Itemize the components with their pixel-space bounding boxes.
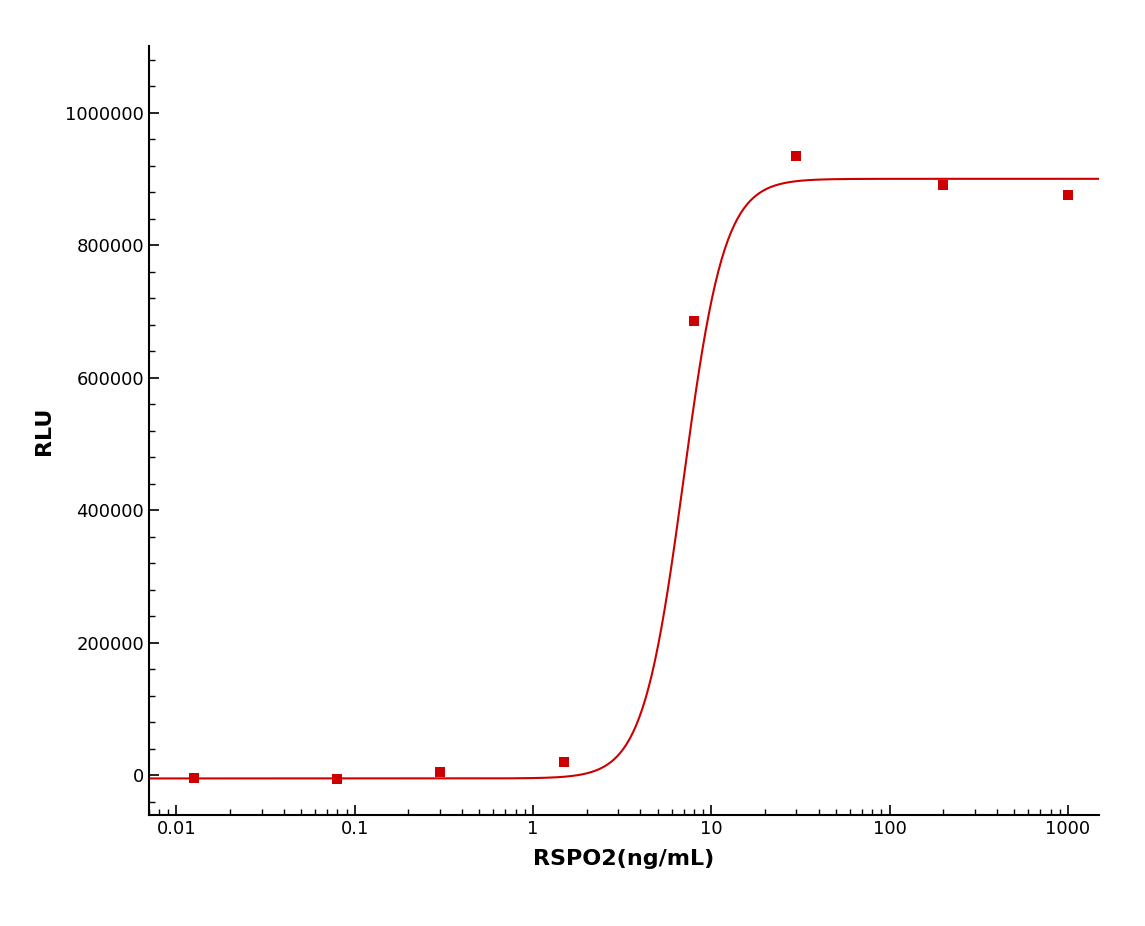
X-axis label: RSPO2(ng/mL): RSPO2(ng/mL)	[534, 849, 714, 869]
Point	[1059, 188, 1077, 203]
Y-axis label: RLU: RLU	[34, 407, 54, 455]
Point	[934, 178, 953, 193]
Point	[787, 148, 805, 163]
Point	[685, 314, 703, 329]
Point	[555, 755, 574, 770]
Point	[431, 765, 449, 780]
Point	[329, 771, 347, 786]
Point	[184, 770, 203, 785]
